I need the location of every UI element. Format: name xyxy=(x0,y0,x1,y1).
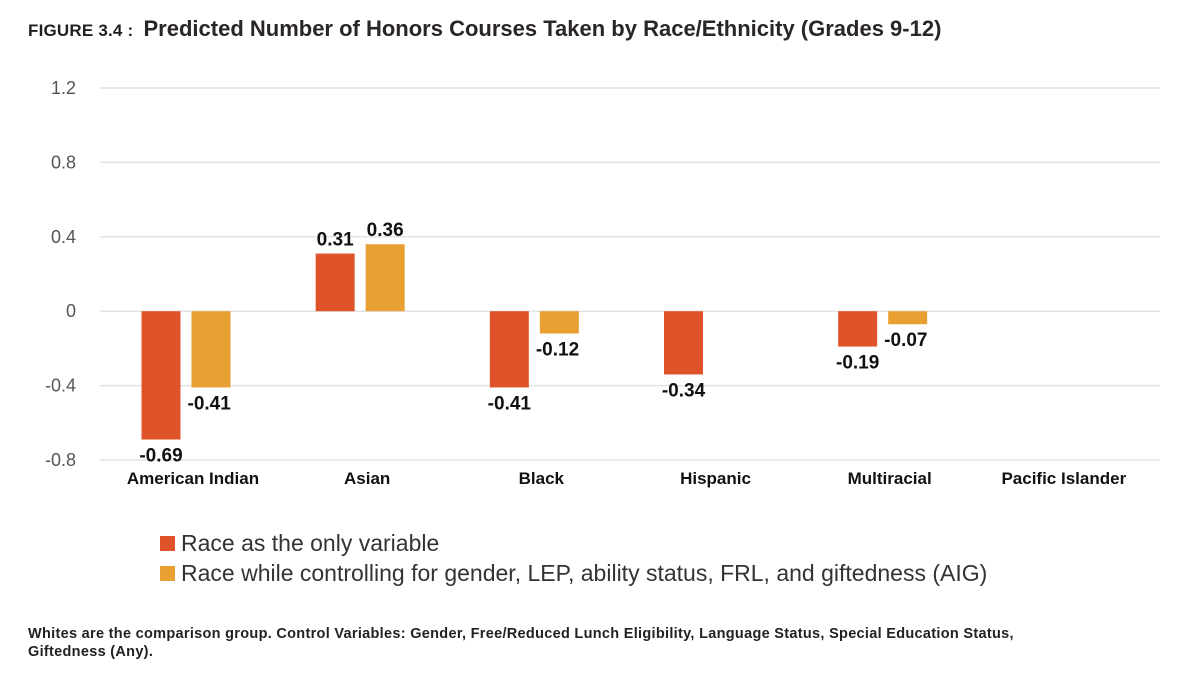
legend-label: Race while controlling for gender, LEP, … xyxy=(181,559,988,586)
bar xyxy=(141,311,181,440)
data-label: -0.34 xyxy=(662,380,706,401)
y-tick-label: -0.8 xyxy=(45,450,76,470)
category-label: Hispanic xyxy=(680,469,751,488)
y-tick-label: 1.2 xyxy=(51,78,76,98)
category-label: Asian xyxy=(344,469,390,488)
figure-label: FIGURE 3.4 : xyxy=(28,21,134,40)
data-label: -0.41 xyxy=(188,393,232,414)
legend-swatch-red xyxy=(160,535,175,551)
category-label: Multiracial xyxy=(848,469,932,488)
bar xyxy=(315,253,355,312)
bar-chart: -0.8-0.400.40.81.2 -0.69-0.410.31 0.36-0.… xyxy=(45,78,1160,488)
y-axis-ticks: -0.8 -0.4 0 0.4 0.8 1.2 xyxy=(45,78,76,470)
data-label: -0.41 xyxy=(488,393,532,414)
legend-swatch-orange xyxy=(160,565,175,581)
bar xyxy=(489,311,529,388)
legend: Race as the only variable Race while con… xyxy=(160,528,987,588)
data-label: -0.12 xyxy=(536,340,579,361)
bar xyxy=(539,311,579,334)
data-label: 0.31 xyxy=(317,230,354,251)
y-tick-label: 0.4 xyxy=(51,227,76,247)
bar xyxy=(664,311,703,375)
bar xyxy=(191,311,231,388)
data-label: -0.69 xyxy=(139,446,182,467)
footnote: Whites are the comparison group. Control… xyxy=(28,626,1014,660)
category-label: Pacific Islander xyxy=(1001,469,1126,488)
figure-title: FIGURE 3.4 : Predicted Number of Honors … xyxy=(28,16,941,42)
y-tick-label: -0.4 xyxy=(45,376,76,396)
x-axis-categories: American Indian Asian Black Hispanic Multira… xyxy=(127,469,1127,488)
gridlines xyxy=(100,87,1160,461)
y-tick-label: 0 xyxy=(66,301,76,321)
data-label: 0.36 xyxy=(367,220,404,241)
bar xyxy=(365,244,405,312)
data-labels: -0.69 -0.41 0.31 0.36 -0.41 -0.12 -0.34 -0.19-0… xyxy=(139,220,927,466)
legend-label: Race as the only variable xyxy=(181,529,440,556)
legend-item-race-only: Race as the only variable xyxy=(160,528,987,558)
data-label: -0.19 xyxy=(836,353,879,374)
legend-item-controlled: Race while controlling for gender, LEP, … xyxy=(160,558,987,588)
bar xyxy=(888,311,928,325)
chart-title: Predicted Number of Honors Courses Taken… xyxy=(143,16,942,41)
category-label: American Indian xyxy=(127,469,259,488)
y-tick-label: 0.8 xyxy=(51,152,76,172)
bars xyxy=(141,244,928,440)
data-label: -0.07 xyxy=(884,330,927,351)
bar xyxy=(838,311,878,347)
category-label: Black xyxy=(519,469,565,488)
